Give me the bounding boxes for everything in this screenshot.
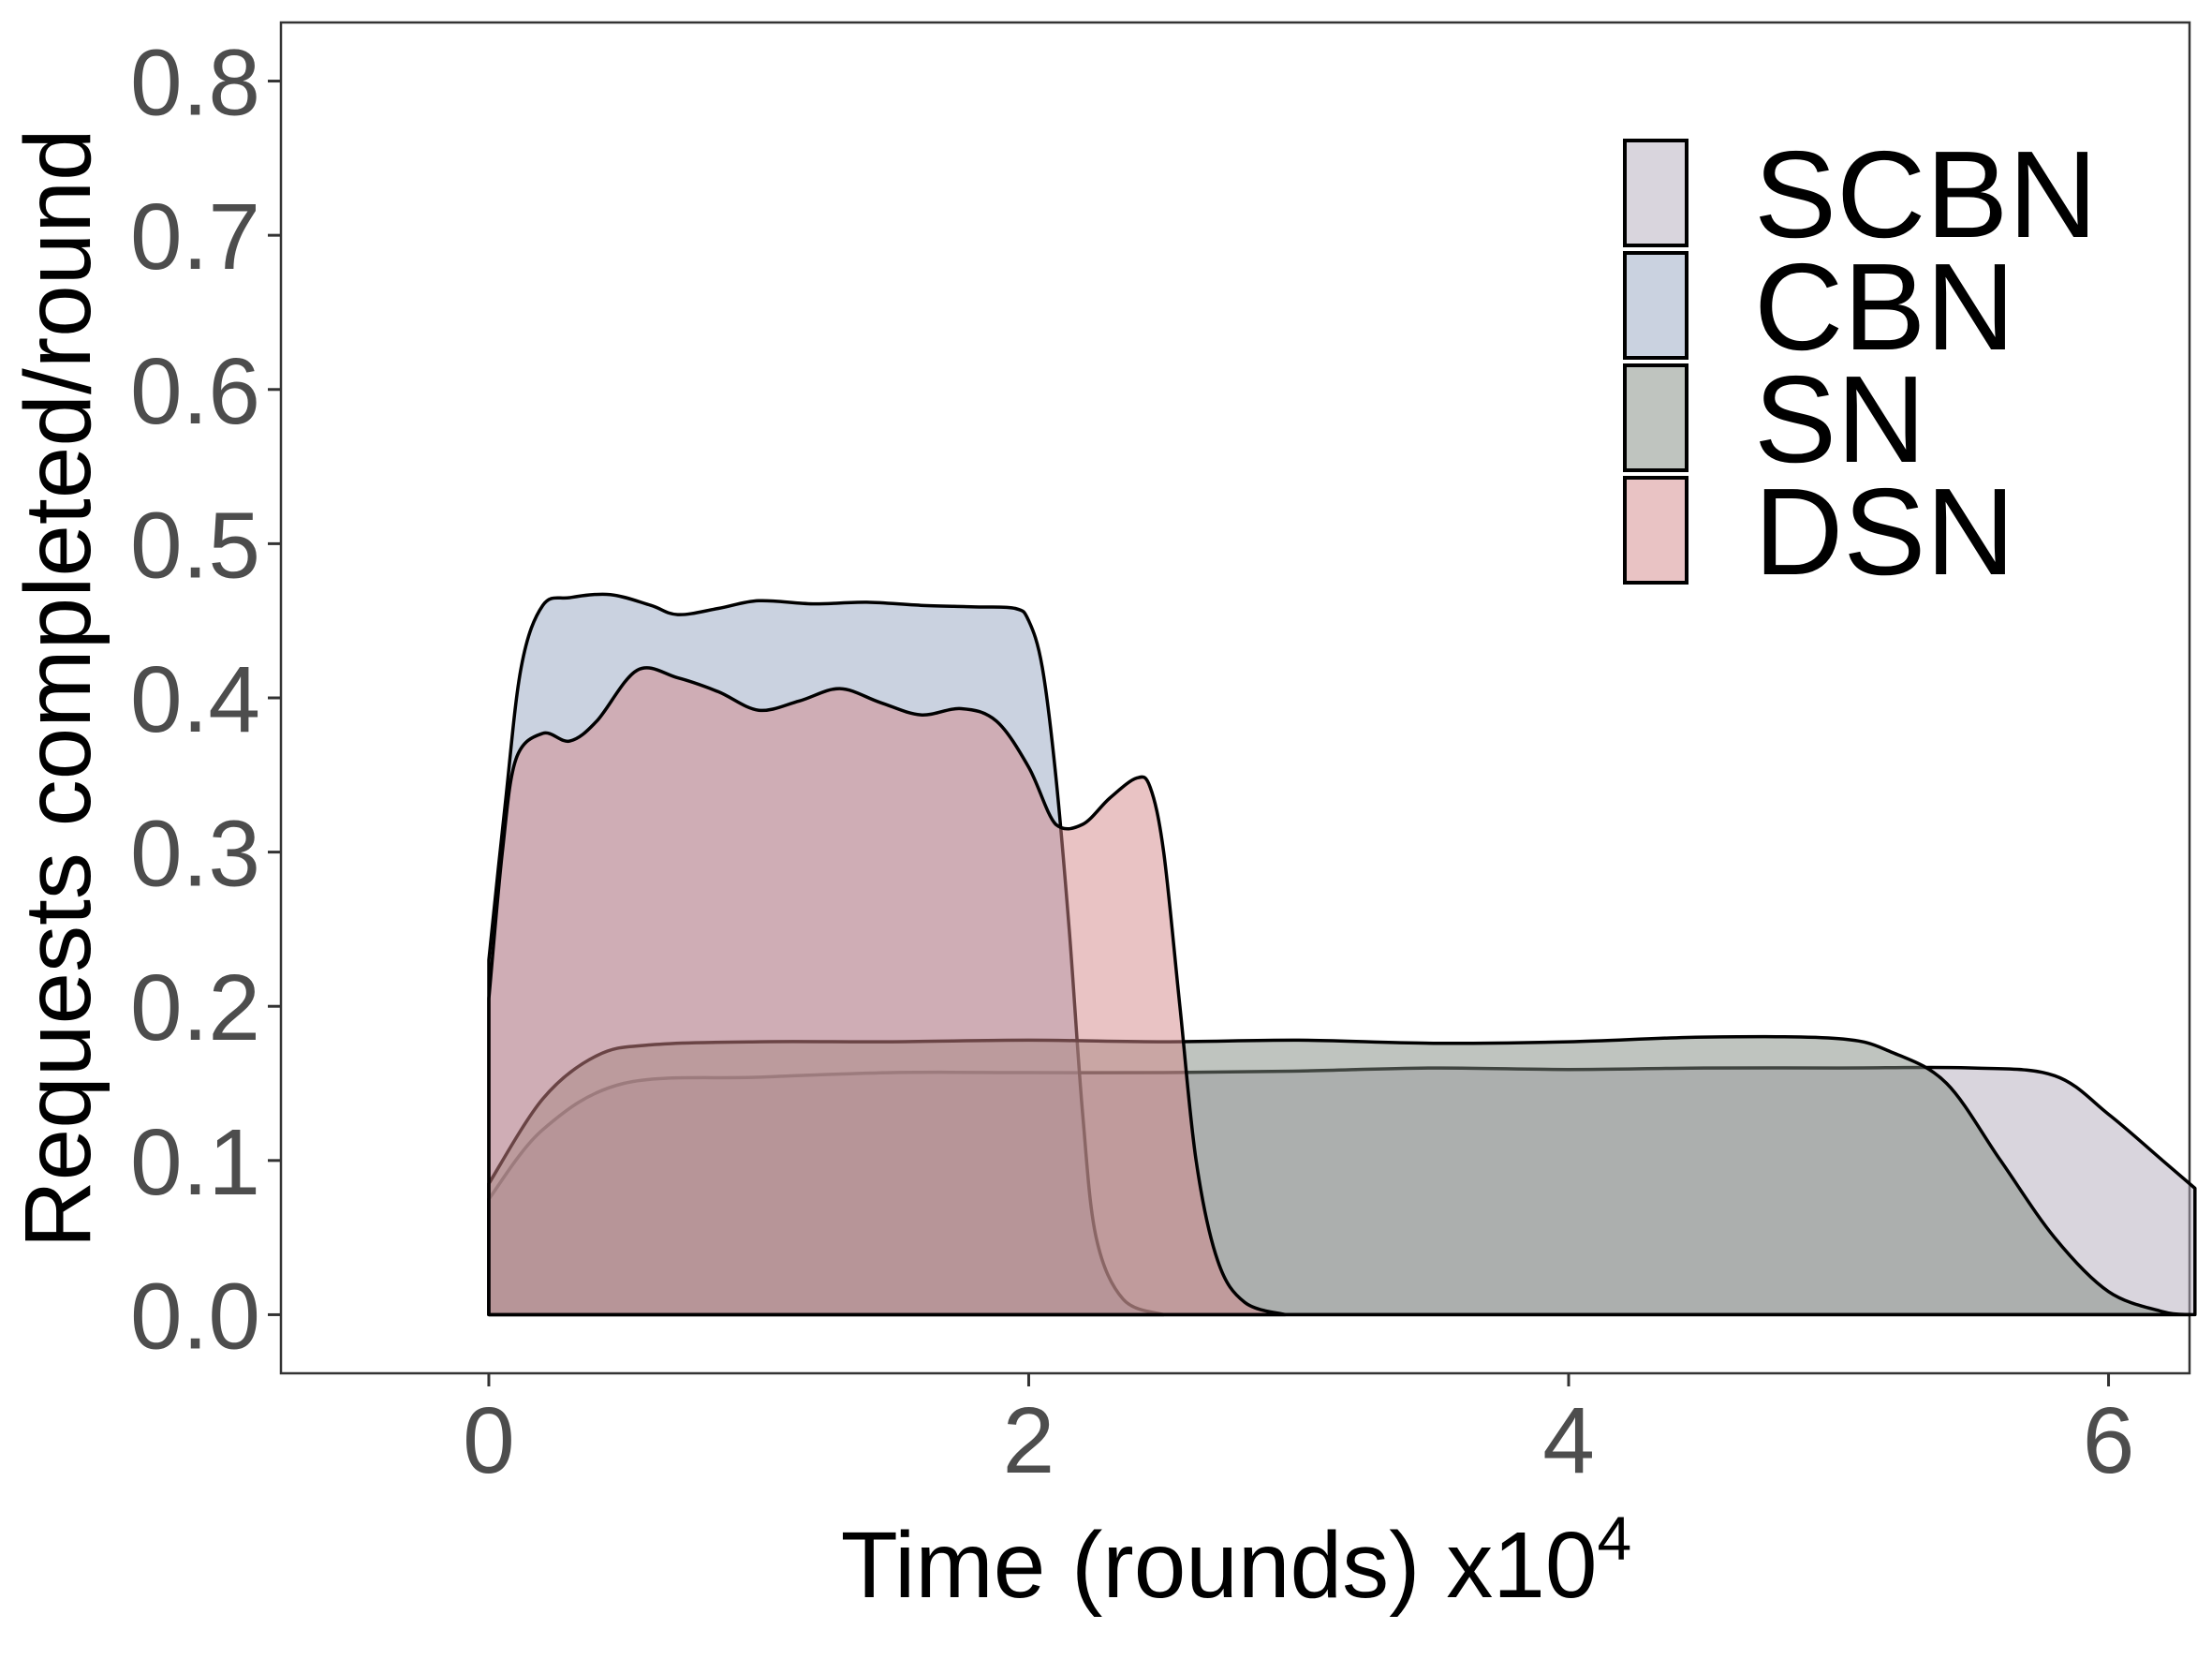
y-tick-label: 0.0: [130, 1264, 260, 1369]
x-axis: 0 2 4 6: [463, 1373, 2134, 1493]
y-tick-label: 0.5: [130, 493, 260, 598]
y-tick-label: 0.4: [130, 647, 260, 752]
y-tick-label: 0.2: [130, 955, 260, 1060]
legend-label-sn: SN: [1754, 350, 1925, 488]
x-tick-label: 4: [1542, 1388, 1595, 1493]
y-tick-label: 0.8: [130, 31, 260, 136]
x-axis-title-superscript: 4: [1597, 1503, 1631, 1573]
x-axis-title: Time (rounds) x104: [841, 1503, 1631, 1618]
y-tick-label: 0.7: [130, 185, 260, 289]
y-tick-label: 0.1: [130, 1110, 260, 1215]
legend-label-cbn: CBN: [1754, 238, 2015, 376]
legend-key-scbn: [1623, 139, 1688, 247]
x-axis-title-text: Time (rounds) x10: [841, 1513, 1598, 1618]
x-tick-label: 6: [2083, 1388, 2135, 1493]
y-axis: 0.0 0.1 0.2 0.3 0.4 0.5 0.6 0.7 0.8: [130, 31, 281, 1369]
legend-key-cbn: [1623, 251, 1688, 360]
x-tick-label: 0: [463, 1388, 515, 1493]
legend-label-dsn: DSN: [1754, 463, 2015, 600]
legend-key-dsn: [1623, 476, 1688, 585]
series-layer: [487, 592, 2197, 1317]
y-tick-label: 0.6: [130, 339, 260, 444]
x-tick-label: 2: [1003, 1388, 1055, 1493]
legend-label-scbn: SCBN: [1754, 126, 2098, 263]
series-area-dsn: [487, 666, 1288, 1317]
legend-key-sn: [1623, 363, 1688, 472]
y-axis-title: Requests completed/round: [6, 128, 111, 1248]
y-tick-label: 0.3: [130, 802, 260, 907]
